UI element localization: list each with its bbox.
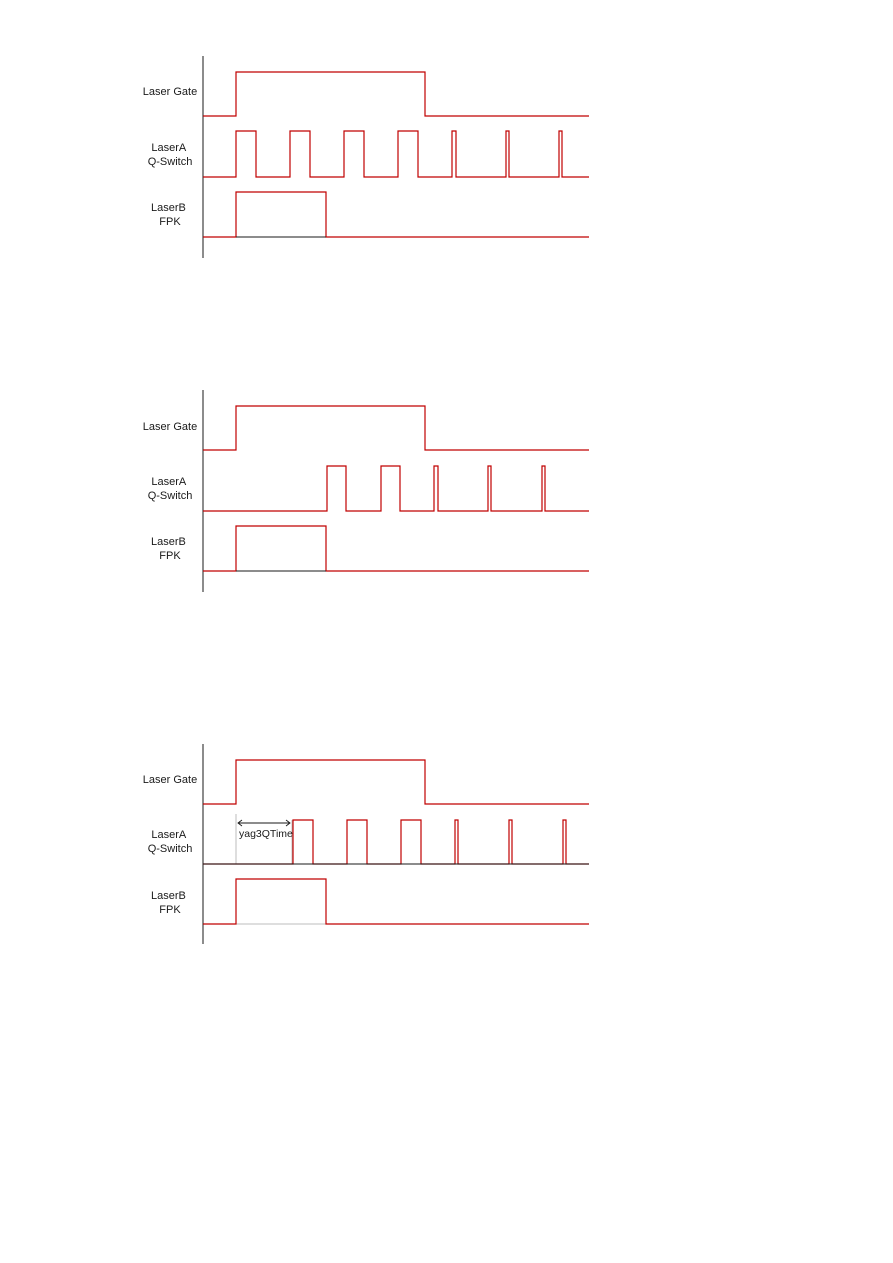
yag3qtime-annotation: yag3QTime [239, 828, 293, 840]
waveform-lasera-qswitch [203, 819, 589, 865]
signal-label-lasera-qswitch: LaserA Q-Switch [148, 476, 193, 502]
arrow-head-right [285, 819, 291, 827]
arrow-head-left [237, 819, 243, 827]
timing-diagram-3: Laser Gate LaserA Q-Switch LaserB FPK ya… [0, 688, 893, 958]
signal-label-laser-gate: Laser Gate [143, 86, 197, 98]
signal-label-laserb-fpk: LaserB FPK [151, 890, 189, 916]
waveform-lasera-qswitch [203, 465, 589, 512]
timing-diagram-2: Laser Gate LaserA Q-Switch LaserB FPK [0, 334, 893, 604]
waveform-laser-gate [203, 71, 589, 117]
signal-label-lasera-qswitch: LaserA Q-Switch [148, 142, 193, 168]
waveform-laserb-fpk [203, 191, 589, 238]
waveform-lasera-qswitch [203, 130, 589, 178]
signal-label-laserb-fpk: LaserB FPK [151, 202, 189, 228]
waveform-laser-gate [203, 759, 589, 805]
signal-label-laser-gate: Laser Gate [143, 774, 197, 786]
signal-label-laserb-fpk: LaserB FPK [151, 536, 189, 562]
waveform-laser-gate [203, 405, 589, 451]
timing-diagram-1: Laser Gate LaserA Q-Switch LaserB FPK [0, 0, 893, 270]
waveform-laserb-fpk [203, 878, 589, 925]
signal-label-lasera-qswitch: LaserA Q-Switch [148, 829, 193, 855]
waveform-laserb-fpk [203, 525, 589, 572]
signal-label-laser-gate: Laser Gate [143, 421, 197, 433]
